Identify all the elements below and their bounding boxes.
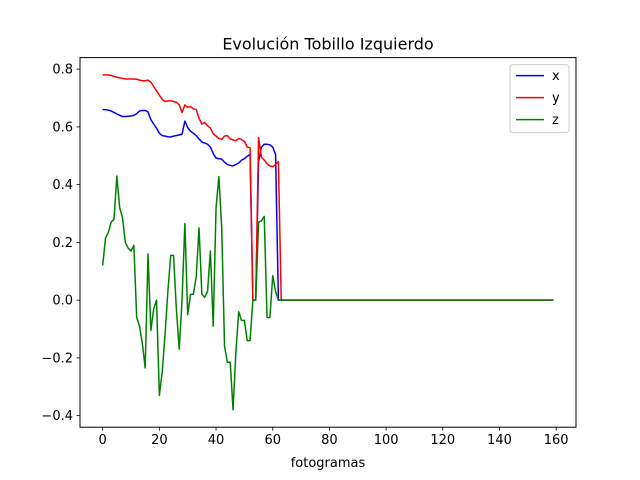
x-tick-label: 60 [264,433,281,448]
legend-label-z: z [552,113,559,128]
y-tick-label: 0.6 [52,120,73,135]
plot-lines [101,74,554,411]
chart-title: Evolución Tobillo Izquierdo [222,35,433,54]
legend-label-y: y [552,91,560,106]
legend-label-x: x [552,69,560,84]
x-tick-label: 100 [374,433,399,448]
y-tick-label: 0.2 [52,236,73,251]
plot-frame [79,57,577,428]
legend: xyz [509,64,570,134]
legend-box [509,64,570,134]
x-tick-label: 160 [544,433,569,448]
y-tick-label: 0.4 [52,178,73,193]
y-tick-label: −0.2 [41,351,73,366]
x-axis: 0 20 40 60 80 100 120 140 160 [99,427,569,448]
y-tick-label: −0.4 [41,409,73,424]
x-tick-label: 0 [99,433,107,448]
x-tick-label: 120 [430,433,455,448]
y-tick-label: 0.8 [52,63,73,78]
y-axis: −0.4 −0.2 0.0 0.2 0.4 0.6 0.8 [41,63,80,424]
x-tick-label: 140 [487,433,512,448]
x-axis-label: fotogramas [291,456,366,471]
y-tick-label: 0.0 [52,294,73,309]
x-tick-label: 40 [208,433,225,448]
x-tick-label: 20 [151,433,168,448]
series-z-line [101,175,554,411]
x-tick-label: 80 [321,433,338,448]
